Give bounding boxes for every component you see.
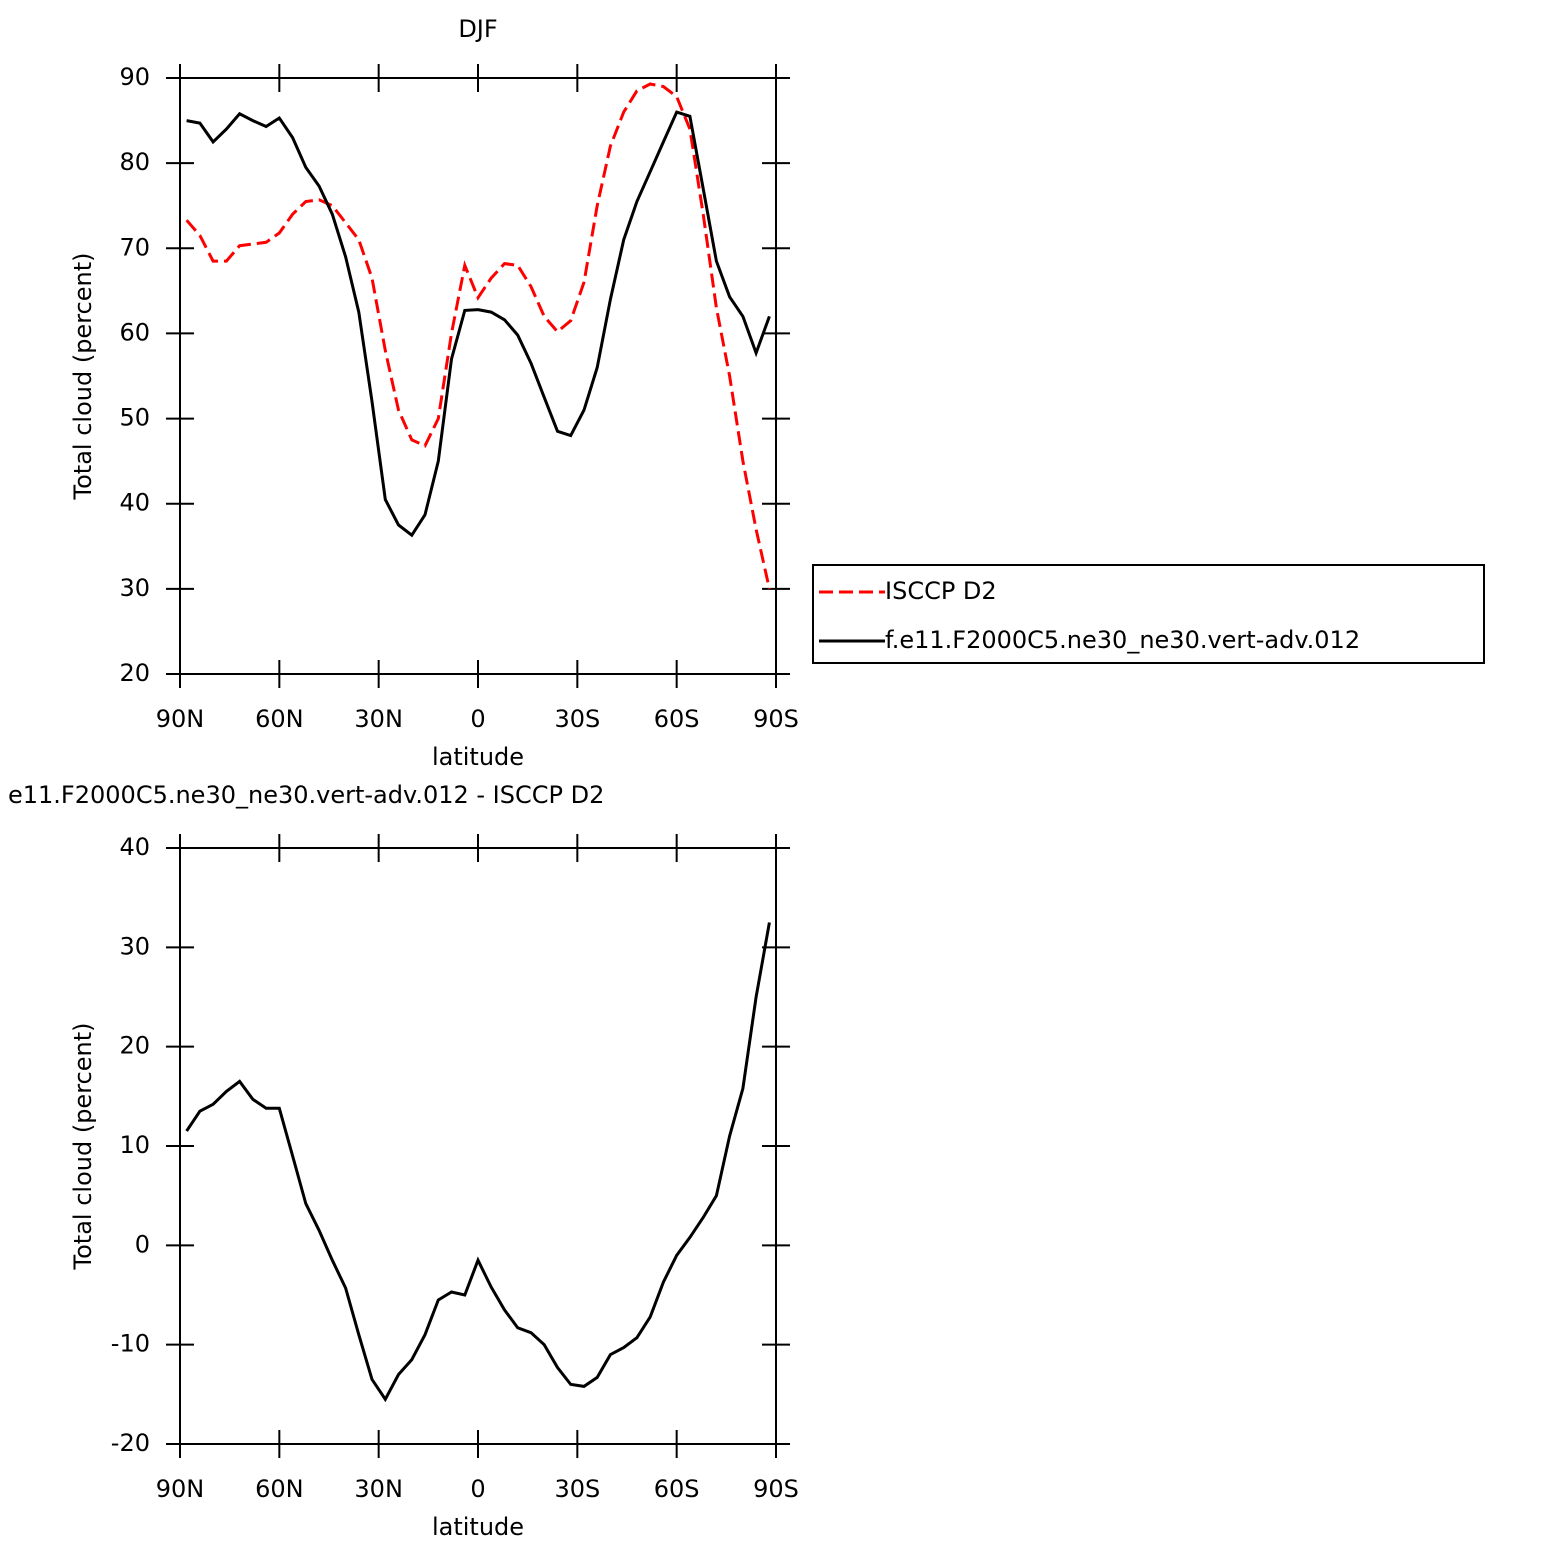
x-tick-label: 60S bbox=[654, 1475, 700, 1503]
x-tick-label: 30N bbox=[354, 1475, 403, 1503]
y-tick-label: 90 bbox=[119, 63, 150, 91]
x-tick-label: 90S bbox=[753, 705, 799, 733]
y-tick-label: 80 bbox=[119, 148, 150, 176]
y-axis-label: Total cloud (percent) bbox=[69, 1023, 97, 1271]
x-tick-label: 90S bbox=[753, 1475, 799, 1503]
y-tick-label: 30 bbox=[119, 574, 150, 602]
legend-label: f.e11.F2000C5.ne30_ne30.vert-adv.012 bbox=[885, 626, 1360, 654]
y-tick-label: 0 bbox=[135, 1230, 150, 1258]
y-tick-label: 20 bbox=[119, 1032, 150, 1060]
x-tick-label: 90N bbox=[156, 705, 205, 733]
chart-title: DJF bbox=[458, 15, 497, 43]
y-tick-label: 70 bbox=[119, 233, 150, 261]
y-tick-label: 20 bbox=[119, 659, 150, 687]
x-tick-label: 60N bbox=[255, 1475, 304, 1503]
legend-box bbox=[812, 564, 1485, 664]
x-tick-label: 30S bbox=[554, 705, 600, 733]
chart-title: e11.F2000C5.ne30_ne30.vert-adv.012 - ISC… bbox=[8, 781, 604, 809]
y-tick-label: 30 bbox=[119, 932, 150, 960]
x-tick-label: 60S bbox=[654, 705, 700, 733]
legend-label: ISCCP D2 bbox=[885, 577, 997, 605]
y-tick-label: 40 bbox=[119, 833, 150, 861]
x-tick-label: 0 bbox=[470, 705, 485, 733]
x-axis-label: latitude bbox=[432, 1513, 524, 1541]
y-tick-label: 50 bbox=[119, 404, 150, 432]
plot-frame bbox=[179, 77, 777, 675]
y-tick-label: 40 bbox=[119, 489, 150, 517]
y-tick-label: 60 bbox=[119, 318, 150, 346]
x-axis-label: latitude bbox=[432, 743, 524, 771]
x-tick-label: 30S bbox=[554, 1475, 600, 1503]
x-tick-label: 60N bbox=[255, 705, 304, 733]
y-tick-label: -10 bbox=[111, 1330, 150, 1358]
plot-frame bbox=[179, 847, 777, 1445]
x-tick-label: 0 bbox=[470, 1475, 485, 1503]
y-tick-label: -20 bbox=[111, 1429, 150, 1457]
x-tick-label: 30N bbox=[354, 705, 403, 733]
data-line bbox=[185, 82, 771, 590]
data-line bbox=[186, 110, 771, 538]
data-line bbox=[185, 922, 771, 1403]
x-tick-label: 90N bbox=[156, 1475, 205, 1503]
y-tick-label: 10 bbox=[119, 1131, 150, 1159]
y-axis-label: Total cloud (percent) bbox=[69, 253, 97, 501]
